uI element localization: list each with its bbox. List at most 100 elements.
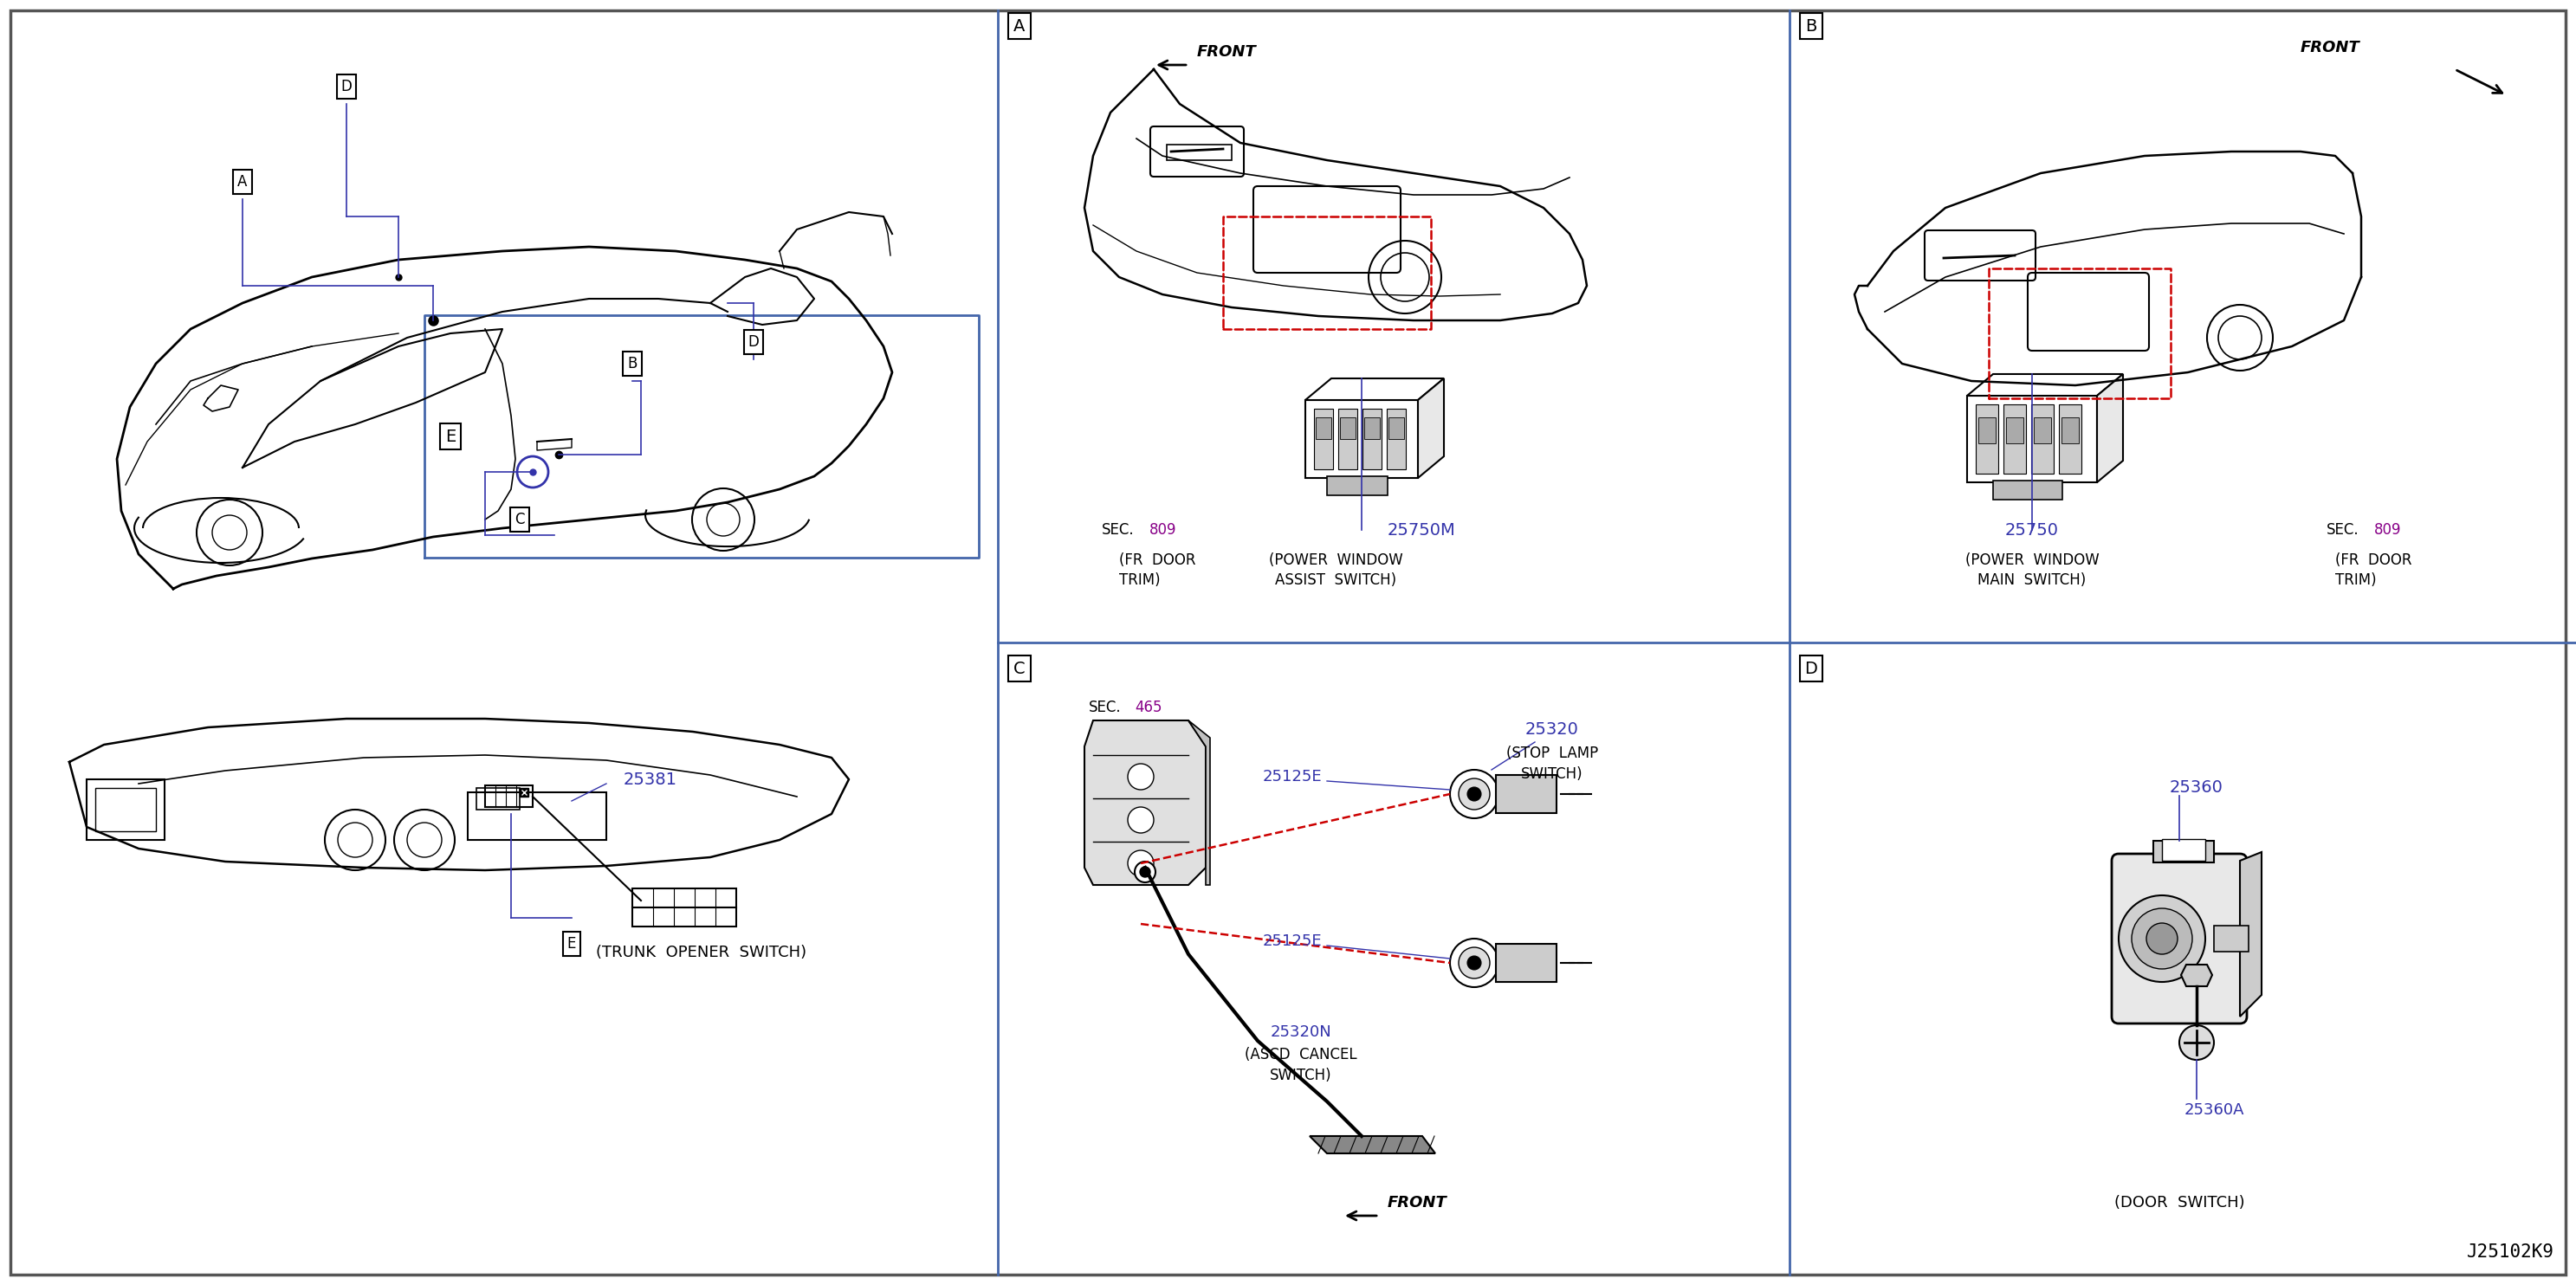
Polygon shape <box>2182 965 2213 987</box>
Text: (TRUNK  OPENER  SWITCH): (TRUNK OPENER SWITCH) <box>595 944 806 960</box>
Bar <box>1314 409 1332 469</box>
Bar <box>1497 944 1556 982</box>
Text: FRONT: FRONT <box>2300 40 2360 55</box>
Bar <box>1340 409 1358 469</box>
Bar <box>469 793 605 840</box>
Circle shape <box>1458 779 1489 810</box>
Bar <box>1497 775 1556 813</box>
Bar <box>2061 418 2079 443</box>
Bar <box>1978 418 1996 443</box>
Text: 809: 809 <box>1149 522 1177 537</box>
Text: A: A <box>1015 18 1025 35</box>
Text: SWITCH): SWITCH) <box>1522 766 1584 781</box>
Circle shape <box>1141 867 1151 878</box>
Text: A: A <box>237 173 247 190</box>
Text: C: C <box>515 511 526 527</box>
Bar <box>2213 925 2249 952</box>
Text: SWITCH): SWITCH) <box>1270 1068 1332 1083</box>
Circle shape <box>2117 896 2205 982</box>
Polygon shape <box>1306 378 1445 400</box>
Polygon shape <box>1309 1136 1435 1154</box>
Text: J25102K9: J25102K9 <box>2468 1244 2555 1261</box>
Text: 25750M: 25750M <box>1388 522 1455 538</box>
Text: 25125E: 25125E <box>1262 768 1321 785</box>
Text: SEC.: SEC. <box>2326 522 2360 537</box>
Text: D: D <box>747 334 760 350</box>
Text: D: D <box>340 78 353 94</box>
Text: 25320: 25320 <box>1525 721 1579 738</box>
Text: B: B <box>629 356 636 371</box>
Circle shape <box>2146 923 2177 955</box>
Bar <box>2007 418 2022 443</box>
Text: TRIM): TRIM) <box>2336 572 2378 589</box>
Text: FRONT: FRONT <box>1198 44 1257 59</box>
Circle shape <box>1450 938 1499 987</box>
Text: SEC.: SEC. <box>1090 699 1121 716</box>
Bar <box>2004 405 2025 474</box>
Bar <box>1363 409 1381 469</box>
Text: (POWER  WINDOW: (POWER WINDOW <box>1267 553 1404 568</box>
Text: TRIM): TRIM) <box>1118 572 1159 589</box>
Bar <box>2161 839 2205 861</box>
Text: B: B <box>1806 18 1816 35</box>
Text: E: E <box>567 935 577 952</box>
Bar <box>2154 840 2213 862</box>
Text: D: D <box>1806 660 1819 677</box>
Circle shape <box>1468 788 1481 801</box>
Text: 25360A: 25360A <box>2184 1103 2244 1118</box>
Bar <box>1386 409 1406 469</box>
Bar <box>1340 418 1355 439</box>
Circle shape <box>1450 770 1499 819</box>
Circle shape <box>1128 763 1154 790</box>
Bar <box>477 788 520 810</box>
Bar <box>2035 418 2050 443</box>
Bar <box>1388 418 1404 439</box>
Text: (ASCD  CANCEL: (ASCD CANCEL <box>1244 1047 1358 1063</box>
Circle shape <box>1133 861 1157 883</box>
Bar <box>88 779 165 840</box>
Polygon shape <box>1968 374 2123 396</box>
FancyBboxPatch shape <box>2112 853 2246 1023</box>
Bar <box>1994 481 2063 500</box>
Circle shape <box>2179 1025 2213 1060</box>
Bar <box>1327 477 1388 495</box>
Text: C: C <box>1012 660 1025 677</box>
Polygon shape <box>1188 721 1211 885</box>
Text: (STOP  LAMP: (STOP LAMP <box>1507 745 1597 761</box>
Polygon shape <box>1417 378 1445 478</box>
Circle shape <box>1128 807 1154 833</box>
Polygon shape <box>1084 721 1206 885</box>
Text: 25360: 25360 <box>2169 779 2223 795</box>
Text: ASSIST  SWITCH): ASSIST SWITCH) <box>1275 572 1396 589</box>
Bar <box>1306 400 1417 478</box>
Text: (POWER  WINDOW: (POWER WINDOW <box>1965 553 2099 568</box>
Bar <box>1167 145 1231 161</box>
Text: FRONT: FRONT <box>1388 1195 1448 1210</box>
Circle shape <box>1458 947 1489 978</box>
Circle shape <box>2133 908 2192 969</box>
Bar <box>2032 405 2053 474</box>
Text: 25381: 25381 <box>623 771 677 788</box>
Text: E: E <box>446 428 456 445</box>
Text: 465: 465 <box>1133 699 1162 716</box>
Bar <box>1976 405 1999 474</box>
Text: MAIN  SWITCH): MAIN SWITCH) <box>1978 572 2087 589</box>
Bar <box>95 788 157 831</box>
Polygon shape <box>2097 374 2123 482</box>
Bar <box>1365 418 1381 439</box>
Bar <box>631 888 737 907</box>
Circle shape <box>1468 956 1481 970</box>
Text: (DOOR  SWITCH): (DOOR SWITCH) <box>2115 1195 2244 1210</box>
Bar <box>1316 418 1332 439</box>
Bar <box>631 907 737 926</box>
Bar <box>484 785 533 807</box>
Text: 25125E: 25125E <box>1262 933 1321 950</box>
Text: SEC.: SEC. <box>1103 522 1133 537</box>
Text: 25320N: 25320N <box>1270 1024 1332 1040</box>
Bar <box>1968 396 2097 482</box>
Polygon shape <box>2241 852 2262 1016</box>
Bar <box>2058 405 2081 474</box>
Circle shape <box>1128 851 1154 876</box>
Text: (FR  DOOR: (FR DOOR <box>2336 553 2411 568</box>
Text: 25750: 25750 <box>2004 522 2058 538</box>
